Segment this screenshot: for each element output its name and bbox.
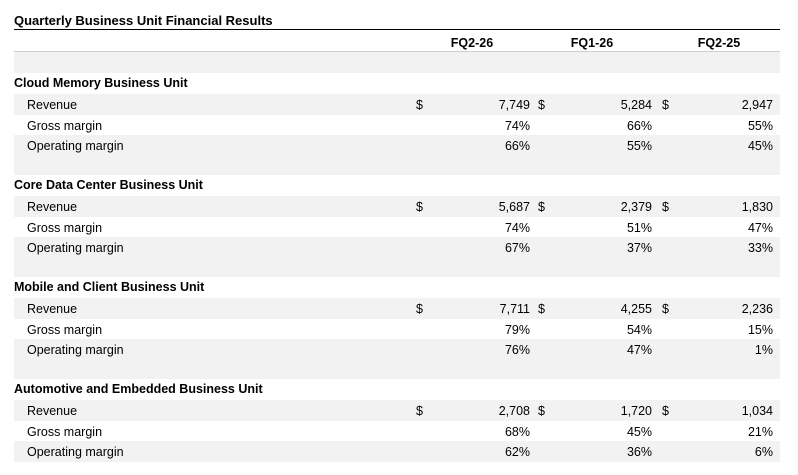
section-title: Mobile and Client Business Unit	[14, 280, 205, 294]
section-core-data-center: Core Data Center Business Unit Revenue $…	[14, 154, 780, 258]
cell-value: 76%	[504, 343, 530, 357]
cell-value: 2,708	[498, 404, 530, 418]
currency-symbol: $	[416, 404, 423, 418]
cell-value: 62%	[504, 445, 530, 459]
currency-symbol: $	[662, 98, 669, 112]
cell-value: 2,236	[741, 302, 773, 316]
cell-value: 51%	[626, 220, 652, 235]
cell-value: 1%	[754, 343, 773, 357]
cell-value: 55%	[626, 139, 652, 153]
currency-symbol: $	[662, 200, 669, 214]
currency-symbol: $	[538, 200, 545, 214]
cell-value: 66%	[504, 139, 530, 153]
cell-value: 66%	[626, 118, 652, 133]
table-row: Gross margin 74% 51% 47%	[14, 217, 780, 238]
cell-value: 74%	[504, 220, 530, 235]
row-label: Revenue	[27, 302, 78, 316]
cell-value: 5,284	[620, 98, 652, 112]
row-label: Revenue	[27, 98, 78, 112]
currency-symbol: $	[662, 404, 669, 418]
table-row: Revenue $ 2,708 $ 1,720 $ 1,034	[14, 400, 780, 421]
section-title: Core Data Center Business Unit	[14, 178, 203, 192]
cell-value: 45%	[626, 424, 652, 439]
row-label: Gross margin	[27, 424, 103, 439]
currency-symbol: $	[662, 302, 669, 316]
row-label: Operating margin	[27, 445, 124, 459]
page-title: Quarterly Business Unit Financial Result…	[14, 13, 273, 28]
cell-value: 74%	[504, 118, 530, 133]
section-cloud-memory: Cloud Memory Business Unit Revenue $ 7,7…	[14, 52, 780, 156]
section-title: Cloud Memory Business Unit	[14, 76, 188, 90]
cell-value: 4,255	[620, 302, 652, 316]
row-label: Gross margin	[27, 322, 103, 337]
cell-value: 55%	[747, 118, 773, 133]
cell-value: 47%	[747, 220, 773, 235]
cell-value: 47%	[626, 343, 652, 357]
cell-value: 7,711	[499, 302, 530, 316]
cell-value: 1,034	[741, 404, 773, 418]
section-spacer	[14, 52, 780, 73]
currency-symbol: $	[538, 302, 545, 316]
table-row: Revenue $ 7,711 $ 4,255 $ 2,236	[14, 298, 780, 319]
table-row: Operating margin 76% 47% 1%	[14, 339, 780, 360]
row-label: Revenue	[27, 404, 78, 418]
row-label: Gross margin	[27, 118, 103, 133]
table-row: Revenue $ 7,749 $ 5,284 $ 2,947	[14, 94, 780, 115]
column-header-fq2-26: FQ2-26	[450, 36, 494, 50]
cell-value: 21%	[747, 424, 773, 439]
table-row: Operating margin 62% 36% 6%	[14, 441, 780, 462]
row-label: Operating margin	[27, 343, 124, 357]
cell-value: 67%	[504, 241, 530, 255]
table-row: Revenue $ 5,687 $ 2,379 $ 1,830	[14, 196, 780, 217]
table-row: Gross margin 74% 66% 55%	[14, 115, 780, 136]
table-row: Gross margin 68% 45% 21%	[14, 421, 780, 442]
section-spacer	[14, 256, 780, 277]
cell-value: 54%	[626, 322, 652, 337]
section-automotive-embedded: Automotive and Embedded Business Unit Re…	[14, 358, 780, 462]
cell-value: 6%	[754, 445, 773, 459]
cell-value: 7,749	[498, 98, 530, 112]
cell-value: 2,379	[620, 200, 652, 214]
cell-value: 37%	[626, 241, 652, 255]
currency-symbol: $	[416, 200, 423, 214]
cell-value: 79%	[504, 322, 530, 337]
currency-symbol: $	[538, 98, 545, 112]
row-label: Operating margin	[27, 241, 124, 255]
cell-value: 2,947	[741, 98, 773, 112]
table-row: Operating margin 67% 37% 33%	[14, 237, 780, 258]
cell-value: 15%	[747, 322, 773, 337]
cell-value: 5,687	[498, 200, 530, 214]
table-row: Gross margin 79% 54% 15%	[14, 319, 780, 340]
cell-value: 68%	[504, 424, 530, 439]
section-mobile-client: Mobile and Client Business Unit Revenue …	[14, 256, 780, 360]
cell-value: 1,830	[741, 200, 773, 214]
section-title: Automotive and Embedded Business Unit	[14, 382, 263, 396]
cell-value: 33%	[747, 241, 773, 255]
row-label: Revenue	[27, 200, 78, 214]
column-header-fq2-25: FQ2-25	[697, 36, 741, 50]
currency-symbol: $	[416, 98, 423, 112]
cell-value: 1,720	[620, 404, 652, 418]
row-label: Operating margin	[27, 139, 124, 153]
row-label: Gross margin	[27, 220, 103, 235]
column-header-row: FQ2-26 FQ1-26 FQ2-25	[14, 29, 780, 52]
table-row: Operating margin 66% 55% 45%	[14, 135, 780, 156]
section-spacer	[14, 154, 780, 175]
currency-symbol: $	[538, 404, 545, 418]
cell-value: 36%	[626, 445, 652, 459]
currency-symbol: $	[416, 302, 423, 316]
cell-value: 45%	[747, 139, 773, 153]
section-spacer	[14, 358, 780, 379]
column-header-fq1-26: FQ1-26	[570, 36, 614, 50]
